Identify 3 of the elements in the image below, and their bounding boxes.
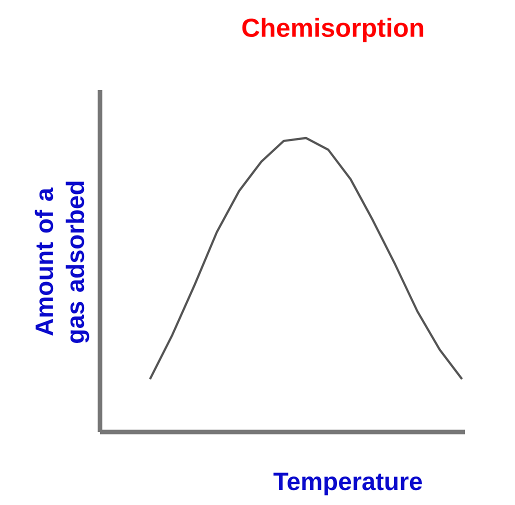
y-axis-title: Amount of a gas adsorbed xyxy=(34,182,90,343)
chart-title: Chemisorption xyxy=(242,18,424,42)
x-axis-title: Temperature xyxy=(273,472,422,496)
